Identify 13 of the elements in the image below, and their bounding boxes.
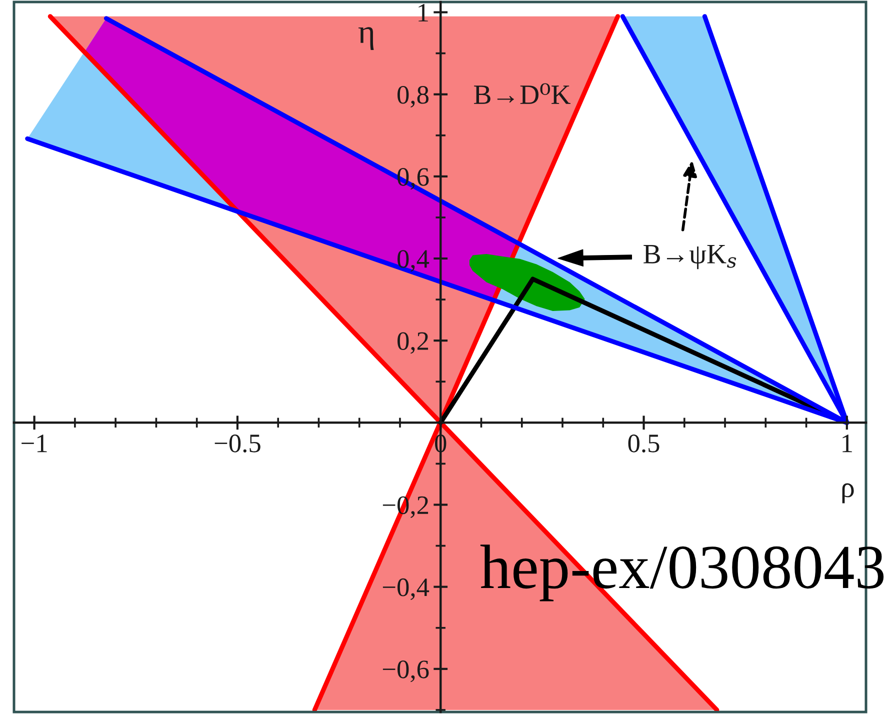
y-tick-label: 0,4 bbox=[398, 250, 430, 272]
x-tick-label: 0.5 bbox=[628, 434, 660, 452]
y-tick-label: −0,4 bbox=[382, 578, 430, 600]
y-axis-title: η bbox=[358, 27, 374, 50]
annotation: B→D⁰K bbox=[474, 83, 571, 104]
y-tick-label: 0,2 bbox=[398, 332, 428, 354]
x-tick-label: −0.5 bbox=[214, 434, 260, 452]
y-tick-label: −0,6 bbox=[382, 660, 429, 682]
y-tick-label: 0,8 bbox=[398, 86, 428, 108]
x-axis-title: ρ bbox=[842, 483, 854, 504]
annotation: B→ψK$_{s}$ bbox=[644, 245, 736, 270]
x-tick-label: −1 bbox=[22, 434, 47, 452]
x-tick-label: 1 bbox=[842, 434, 852, 452]
